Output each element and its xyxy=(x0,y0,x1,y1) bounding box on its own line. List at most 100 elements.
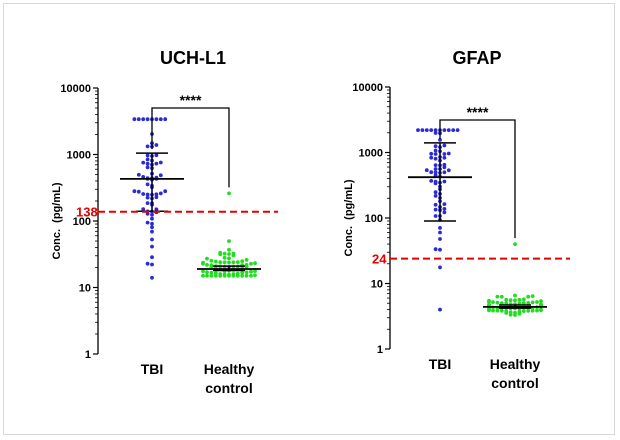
data-point xyxy=(158,173,163,178)
data-point xyxy=(244,270,249,275)
data-point xyxy=(145,261,150,266)
data-point xyxy=(141,175,146,179)
y-tick-label: 100 xyxy=(365,213,383,225)
data-point xyxy=(244,263,249,267)
category-label: Healthy xyxy=(490,356,541,372)
data-point xyxy=(136,172,141,177)
data-point xyxy=(446,168,451,173)
data-point xyxy=(222,251,227,256)
data-point xyxy=(150,212,154,217)
data-point xyxy=(499,294,504,299)
data-point xyxy=(253,269,257,273)
figure-frame xyxy=(3,3,615,435)
chart-title: GFAP xyxy=(452,48,501,68)
data-point xyxy=(235,271,240,276)
data-point xyxy=(213,273,218,278)
y-tick-label: 1 xyxy=(377,344,383,356)
significance-bracket xyxy=(151,107,230,188)
data-point xyxy=(163,117,168,122)
data-point xyxy=(433,194,438,198)
data-point xyxy=(433,152,438,156)
data-point xyxy=(141,207,146,212)
data-point xyxy=(145,201,150,206)
data-point xyxy=(433,190,438,195)
data-point xyxy=(141,160,146,165)
data-point xyxy=(433,247,438,252)
data-point xyxy=(201,269,205,274)
data-point xyxy=(213,271,218,275)
data-point xyxy=(433,148,438,153)
significance-label: **** xyxy=(467,104,489,120)
data-point xyxy=(442,162,447,167)
data-point xyxy=(141,192,146,196)
data-point xyxy=(218,260,223,265)
data-point xyxy=(154,153,159,158)
data-point xyxy=(227,239,231,244)
data-point xyxy=(521,301,526,306)
y-tick-label: 10000 xyxy=(352,82,383,94)
data-point xyxy=(433,179,438,184)
data-point xyxy=(218,272,223,276)
data-point xyxy=(530,308,535,313)
category-label: Healthy xyxy=(204,361,255,377)
data-point xyxy=(209,270,214,275)
y-tick-label: 100 xyxy=(73,216,91,228)
data-point xyxy=(539,307,543,312)
data-point xyxy=(438,247,442,252)
data-point xyxy=(433,144,438,149)
data-point xyxy=(513,293,517,298)
data-point xyxy=(227,260,231,265)
data-point xyxy=(205,273,209,278)
y-axis-label: Conc. (pg/mL) xyxy=(51,182,63,259)
data-point xyxy=(154,117,159,122)
data-point xyxy=(205,270,209,275)
data-point xyxy=(154,195,159,200)
significance-label: **** xyxy=(180,92,202,108)
data-point xyxy=(495,300,500,305)
data-point xyxy=(504,309,509,313)
data-point xyxy=(141,117,146,122)
data-point xyxy=(495,294,500,299)
data-point xyxy=(455,128,460,133)
data-point xyxy=(227,272,231,277)
data-point xyxy=(253,273,257,278)
data-point xyxy=(209,263,214,267)
data-point xyxy=(491,308,495,313)
data-point xyxy=(433,207,438,212)
data-point xyxy=(438,265,442,270)
y-tick-label: 1000 xyxy=(359,148,383,160)
data-point xyxy=(249,261,253,266)
data-point xyxy=(446,151,451,156)
data-point xyxy=(442,152,447,156)
data-point xyxy=(249,273,253,278)
data-point xyxy=(145,117,150,122)
data-point xyxy=(499,301,504,305)
data-point xyxy=(231,251,236,256)
data-point xyxy=(438,237,442,241)
data-point xyxy=(150,275,154,280)
category-label: TBI xyxy=(141,361,164,377)
data-point xyxy=(433,202,438,207)
data-point xyxy=(491,300,495,304)
data-point xyxy=(253,261,257,266)
data-point xyxy=(429,179,434,183)
data-point xyxy=(205,263,209,267)
data-point xyxy=(154,143,159,147)
data-point xyxy=(132,117,137,122)
data-point xyxy=(150,255,154,260)
data-point xyxy=(244,258,249,262)
data-point xyxy=(132,189,137,194)
data-point xyxy=(145,192,150,197)
data-point xyxy=(150,225,154,230)
data-point xyxy=(438,307,442,312)
data-point xyxy=(539,302,543,307)
data-point xyxy=(442,128,447,133)
data-point xyxy=(495,308,500,313)
data-point xyxy=(442,179,447,184)
category-label: control xyxy=(491,375,538,391)
data-point xyxy=(150,216,154,221)
data-point xyxy=(526,308,531,313)
data-point xyxy=(526,301,531,305)
data-point xyxy=(249,269,253,274)
data-point xyxy=(154,161,159,166)
